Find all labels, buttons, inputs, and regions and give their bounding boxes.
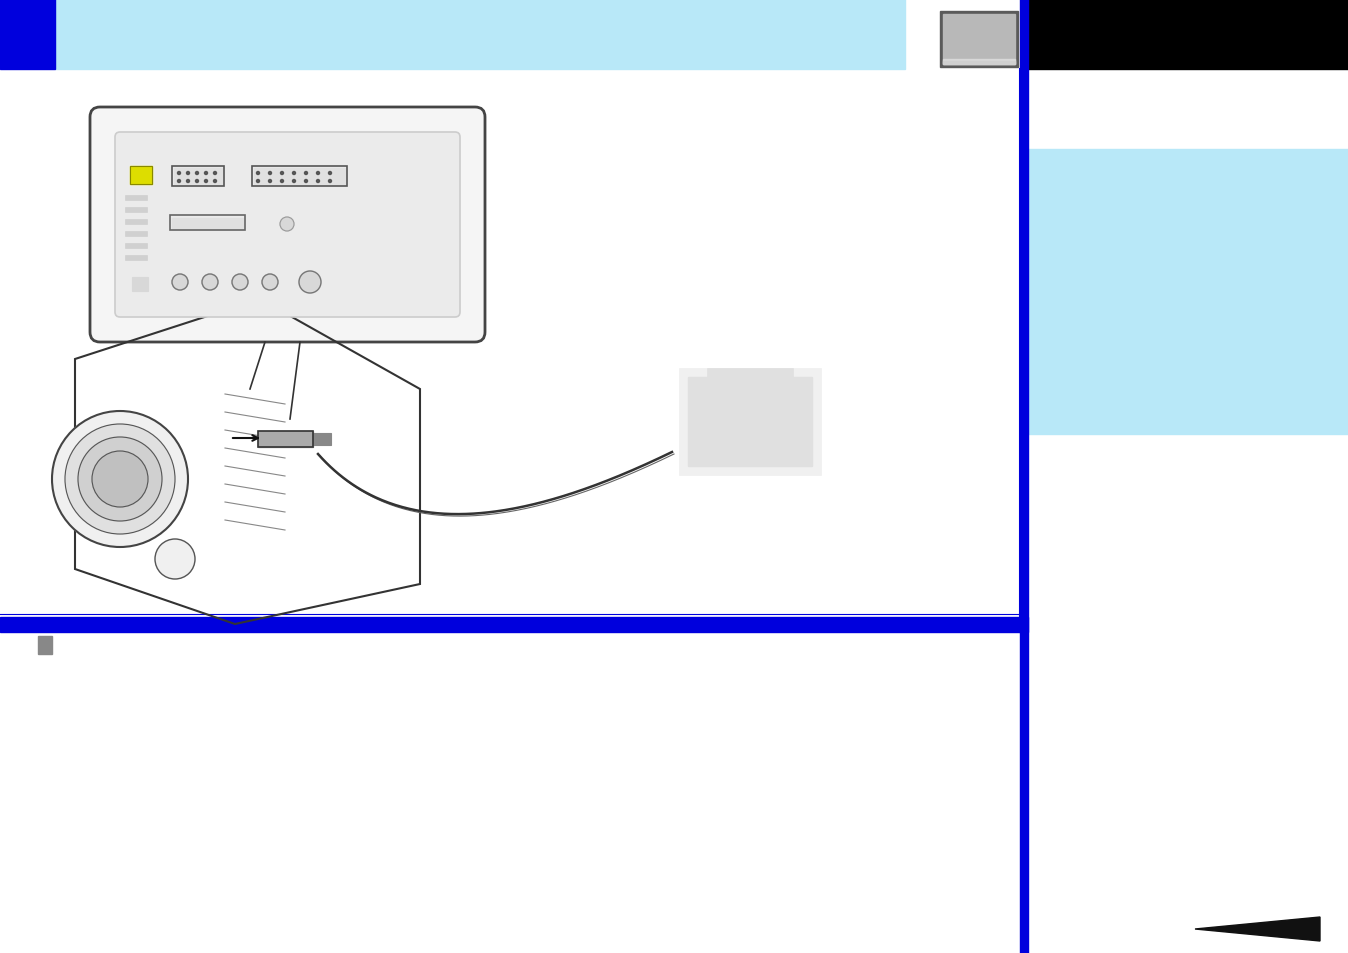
Circle shape <box>280 172 283 175</box>
Bar <box>125 195 147 201</box>
Circle shape <box>202 274 218 291</box>
Circle shape <box>293 180 295 183</box>
Circle shape <box>186 172 190 175</box>
Bar <box>129 167 152 185</box>
Bar <box>741 370 759 392</box>
Circle shape <box>195 180 198 183</box>
Circle shape <box>92 452 148 507</box>
Circle shape <box>195 172 198 175</box>
Circle shape <box>173 274 187 291</box>
Circle shape <box>329 180 332 183</box>
Bar <box>253 169 345 185</box>
Bar <box>129 167 152 185</box>
Bar <box>708 370 793 379</box>
Circle shape <box>305 172 307 175</box>
Circle shape <box>155 539 195 579</box>
Bar <box>170 215 245 231</box>
Circle shape <box>256 180 260 183</box>
Bar <box>174 169 222 185</box>
Bar <box>944 15 1015 65</box>
Bar <box>125 255 147 261</box>
Bar <box>125 208 147 213</box>
Bar <box>0 618 1029 633</box>
Circle shape <box>268 180 271 183</box>
Bar <box>944 60 1015 65</box>
Circle shape <box>268 172 271 175</box>
Circle shape <box>213 180 217 183</box>
Circle shape <box>262 274 278 291</box>
Bar <box>125 220 147 225</box>
Circle shape <box>329 172 332 175</box>
Circle shape <box>53 412 187 547</box>
Circle shape <box>256 172 260 175</box>
Bar <box>1020 0 1029 953</box>
Circle shape <box>317 172 319 175</box>
Bar <box>944 62 1015 65</box>
Bar <box>173 167 224 187</box>
Bar <box>132 277 148 292</box>
Bar <box>1029 0 1348 70</box>
Bar <box>173 219 243 230</box>
Bar <box>679 370 820 475</box>
Bar <box>252 167 346 187</box>
Bar <box>125 244 147 249</box>
Circle shape <box>305 180 307 183</box>
Circle shape <box>213 172 217 175</box>
Circle shape <box>65 424 175 535</box>
FancyBboxPatch shape <box>115 132 460 317</box>
Bar <box>313 434 332 446</box>
Bar <box>257 432 313 448</box>
Circle shape <box>178 180 181 183</box>
Circle shape <box>293 172 295 175</box>
Circle shape <box>186 180 190 183</box>
Bar <box>38 637 53 655</box>
Bar <box>257 432 313 448</box>
Circle shape <box>178 172 181 175</box>
Circle shape <box>78 437 162 521</box>
Bar <box>125 232 147 236</box>
Bar <box>55 0 905 70</box>
FancyBboxPatch shape <box>90 108 485 343</box>
Bar <box>1029 150 1348 435</box>
Circle shape <box>299 272 321 294</box>
Bar <box>687 377 811 467</box>
Bar <box>0 0 55 70</box>
Circle shape <box>232 274 248 291</box>
Polygon shape <box>1194 917 1320 941</box>
Circle shape <box>205 172 208 175</box>
Circle shape <box>205 180 208 183</box>
Circle shape <box>280 180 283 183</box>
Circle shape <box>280 218 294 232</box>
Circle shape <box>317 180 319 183</box>
Bar <box>940 12 1018 68</box>
